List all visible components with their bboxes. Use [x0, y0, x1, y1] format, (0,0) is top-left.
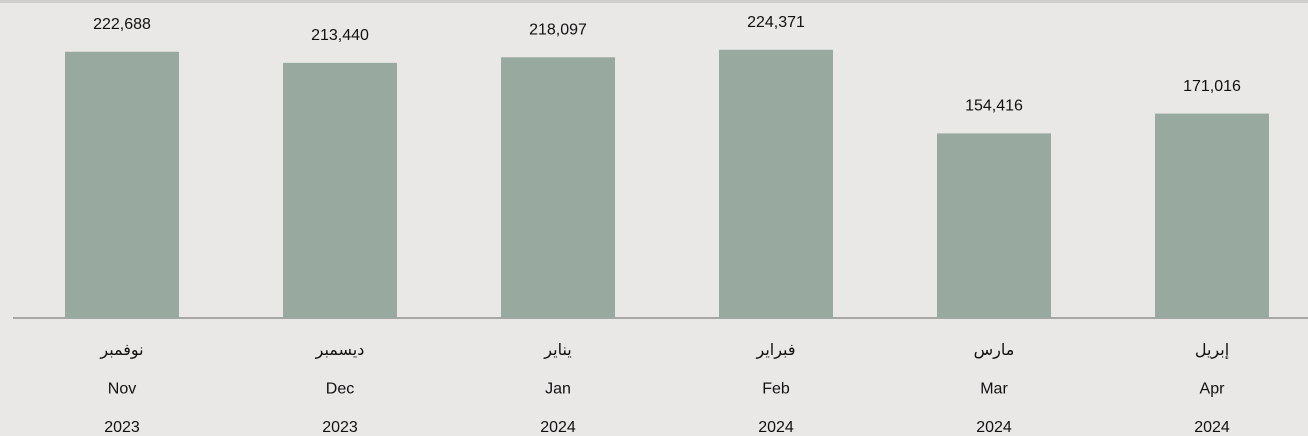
value-label: 218,097	[529, 21, 587, 38]
bar	[283, 62, 397, 319]
x-tick-label: 2023	[322, 419, 358, 436]
x-tick-label: 2024	[1194, 419, 1230, 436]
bar	[719, 49, 833, 318]
value-label: 213,440	[311, 27, 369, 44]
value-label: 222,688	[93, 16, 151, 33]
x-tick-label: Feb	[762, 381, 790, 398]
value-label: 224,371	[747, 14, 805, 31]
bar	[937, 133, 1051, 318]
x-tick-label: Mar	[980, 381, 1008, 398]
bar	[1155, 113, 1269, 318]
bar	[501, 57, 615, 319]
top-border	[0, 0, 1308, 3]
x-tick-label: فبراير	[755, 342, 795, 360]
x-tick-label: 2024	[976, 419, 1012, 436]
x-tick-label: 2024	[540, 419, 576, 436]
x-tick-label: Nov	[108, 381, 136, 398]
bar	[65, 51, 179, 319]
x-tick-label: يناير	[543, 342, 571, 360]
x-tick-label: مارس	[974, 342, 1015, 360]
x-tick-label: نوفمبر	[99, 342, 143, 360]
x-tick-label: Dec	[326, 381, 354, 398]
x-tick-label: Jan	[545, 381, 571, 398]
x-tick-label: إبريل	[1195, 342, 1229, 360]
x-tick-label: Apr	[1200, 381, 1226, 398]
value-label: 154,416	[965, 98, 1023, 115]
value-label: 171,016	[1183, 78, 1241, 95]
x-tick-label: 2024	[758, 419, 794, 436]
x-tick-label: 2023	[104, 419, 140, 436]
x-tick-label: ديسمبر	[315, 342, 365, 360]
